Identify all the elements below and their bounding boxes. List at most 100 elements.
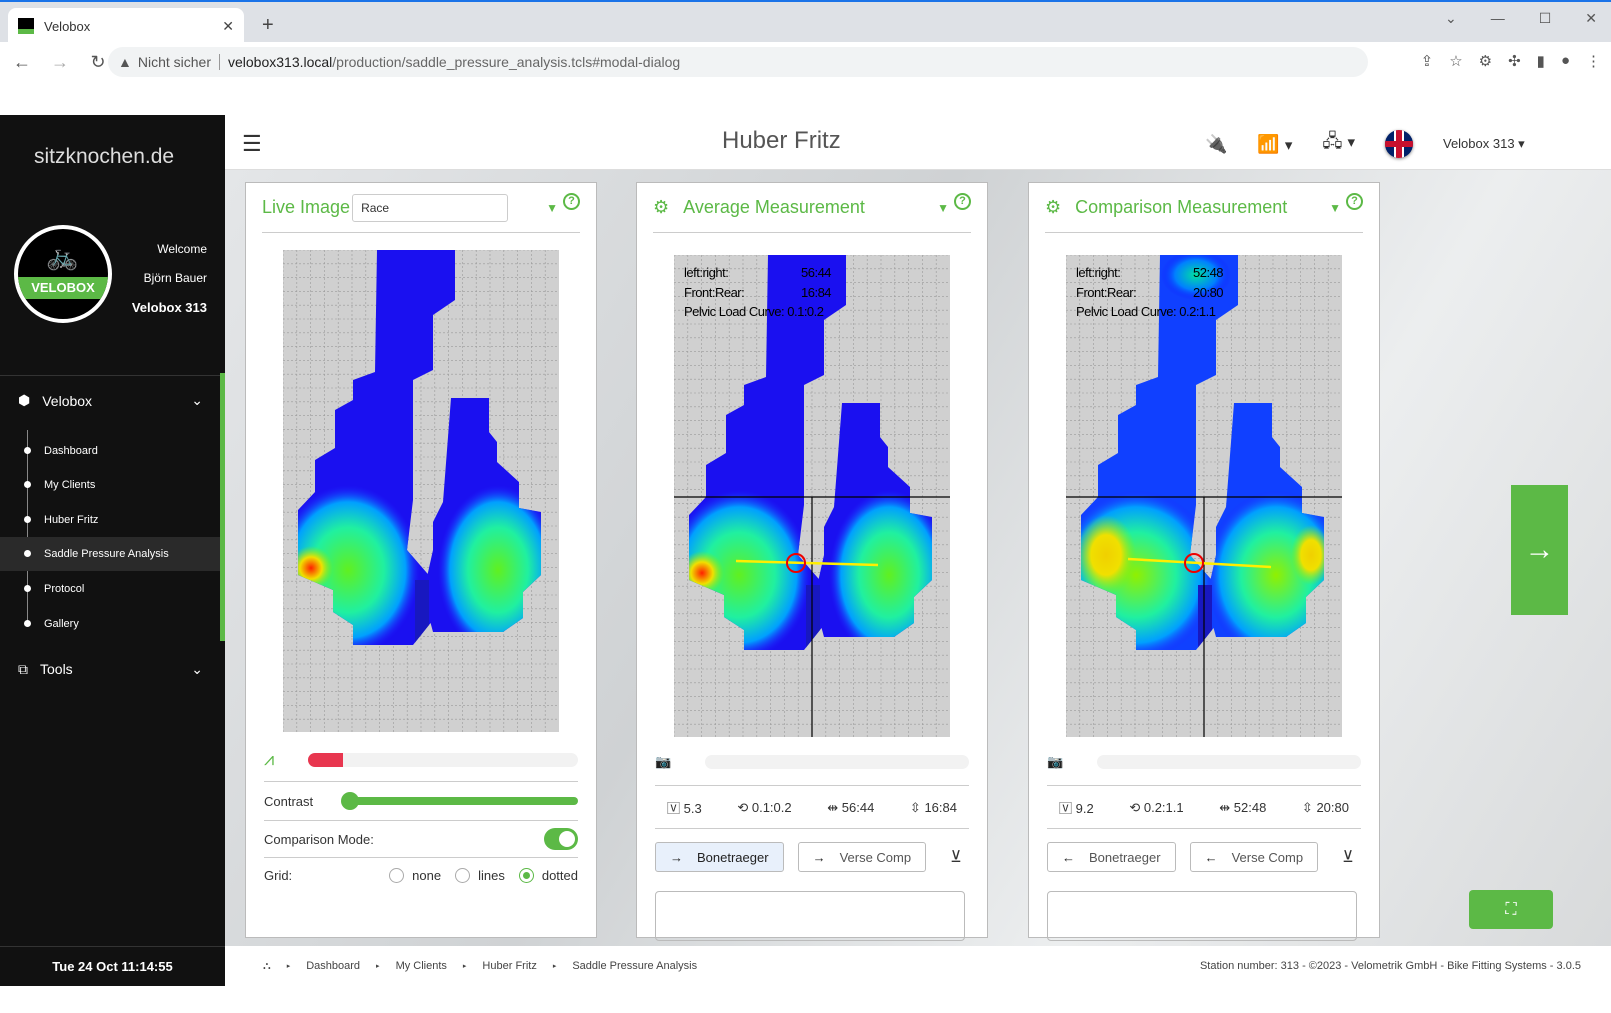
live-image-panel: Live Image Race ▼? ⩘ Contrast Comparison M…	[245, 182, 597, 938]
gear-icon[interactable]: ⚙	[1045, 197, 1062, 217]
item-label: Protocol	[44, 583, 85, 595]
browser-tab[interactable]: Velobox ✕	[8, 8, 244, 44]
uk-flag-icon[interactable]	[1384, 130, 1413, 158]
panel-title: Comparison Measurement	[1075, 197, 1288, 217]
stat-v: 🅅 9.2	[1059, 798, 1094, 817]
profile-icon[interactable]: ●	[1560, 52, 1570, 69]
sidebar-item-protocol[interactable]: Protocol	[0, 572, 220, 606]
comparison-mode-toggle[interactable]	[544, 828, 578, 850]
clear-filter-icon[interactable]: ⊻	[950, 849, 962, 866]
forward-icon[interactable]: →	[51, 51, 69, 72]
button-label: Bonetraeger	[1089, 849, 1161, 865]
profile-select[interactable]: Race	[352, 193, 509, 222]
grid-label: Grid:	[264, 867, 293, 883]
network-icon[interactable]: 🖧 ▾	[1322, 131, 1355, 151]
average-measurement-panel: ⚙ Average Measurement ▼? left:right: 56:44 …	[636, 182, 988, 941]
sidebar-item-saddle-pressure[interactable]: Saddle Pressure Analysis	[0, 537, 220, 571]
welcome-label: Welcome	[157, 242, 207, 256]
lr-value: 56:44	[801, 265, 832, 280]
caret-down-icon[interactable]: ▼	[1329, 200, 1341, 215]
cube-icon: ⬢	[18, 392, 31, 408]
front-rear-icon: ⇳	[909, 799, 921, 815]
logo-text: VELOBOX	[18, 277, 108, 299]
verse-comp-button[interactable]: ← Verse Comp	[1189, 842, 1319, 872]
caret-down-icon[interactable]: ▼	[546, 200, 558, 215]
notes-field[interactable]	[1047, 891, 1357, 941]
grid-dotted-radio[interactable]	[518, 867, 534, 883]
minimize-icon[interactable]: —	[1490, 10, 1505, 26]
chevron-down-icon[interactable]: ⌄	[1444, 10, 1457, 26]
stat-fr: ⇳ 20:80	[1302, 800, 1349, 816]
pressure-map	[282, 249, 559, 732]
reload-icon[interactable]: ↻	[90, 51, 106, 72]
chart-icon[interactable]: ⩘	[264, 749, 275, 769]
sidebar-group-tools[interactable]: ⧉ Tools ⌄	[0, 644, 225, 694]
grid-none-radio[interactable]	[389, 867, 405, 883]
hamburger-icon[interactable]: ☰	[242, 131, 262, 156]
verse-comp-button[interactable]: → Verse Comp	[797, 842, 927, 872]
wifi-icon[interactable]: 📶 ▾	[1257, 133, 1293, 154]
gear-icon[interactable]: ⚙	[653, 197, 670, 217]
lr-label: left:right:	[1076, 265, 1121, 280]
sidebar-item-my-clients[interactable]: My Clients	[0, 468, 220, 502]
crumb-my-clients[interactable]: My Clients	[395, 960, 447, 972]
back-icon[interactable]: ←	[13, 51, 31, 72]
browser-tab-strip: Velobox ✕ + ⌄ — ☐ ✕	[0, 0, 1611, 44]
next-arrow-button[interactable]: →	[1511, 485, 1568, 615]
sidebar-item-dashboard[interactable]: Dashboard	[0, 434, 220, 468]
active-indicator	[220, 373, 225, 641]
stat-value: 5.3	[683, 801, 702, 816]
arrow-icon: ←	[1204, 849, 1218, 865]
bonetraeger-button[interactable]: ← Bonetraeger	[1047, 842, 1176, 872]
close-window-icon[interactable]: ✕	[1585, 10, 1597, 26]
fr-value: 20:80	[1193, 284, 1224, 300]
plug-icon[interactable]: 🔌	[1205, 133, 1228, 154]
help-icon[interactable]: ?	[954, 193, 971, 210]
grid-lines-radio[interactable]	[455, 867, 471, 883]
device-menu[interactable]: Velobox 313 ▾	[1442, 136, 1525, 151]
bike-icon: 🚲	[46, 241, 79, 271]
stat-lr: ⇹ 56:44	[827, 800, 874, 816]
item-label: Saddle Pressure Analysis	[44, 548, 169, 560]
address-bar[interactable]: ▲ Nicht sicher velobox313.local/production…	[108, 47, 1368, 77]
close-tab-icon[interactable]: ✕	[222, 17, 234, 34]
contrast-slider[interactable]	[341, 792, 578, 810]
group-label: Velobox	[42, 392, 93, 409]
sidepanel-icon[interactable]: ▮	[1536, 53, 1545, 70]
clear-filter-icon[interactable]: ⊻	[1342, 849, 1354, 866]
crumb-client[interactable]: Huber Fritz	[482, 960, 537, 972]
caret-down-icon[interactable]: ▼	[937, 200, 949, 215]
plc-value: 0.1:0.2	[787, 304, 824, 319]
bonetraeger-button[interactable]: → Bonetraeger	[655, 842, 784, 872]
toolbox-icon: ⧉	[18, 660, 28, 677]
help-icon[interactable]: ?	[1346, 193, 1363, 210]
arrow-icon: →	[670, 849, 683, 865]
share-icon[interactable]: ⇪	[1420, 53, 1434, 70]
menu-dots-icon[interactable]: ⋮	[1586, 53, 1601, 70]
new-tab-button[interactable]: +	[262, 14, 274, 36]
sidebar-group-velobox[interactable]: ⬢ Velobox ⌄	[0, 375, 225, 425]
extension-icon[interactable]: ⚙	[1478, 53, 1493, 70]
lr-label: left:right:	[684, 265, 729, 280]
notes-field[interactable]	[655, 891, 965, 941]
star-icon[interactable]: ☆	[1449, 53, 1463, 70]
maximize-icon[interactable]: ☐	[1538, 10, 1552, 26]
sidebar-item-gallery[interactable]: Gallery	[0, 607, 220, 641]
puzzle-icon[interactable]: ✣	[1508, 53, 1521, 70]
slider-knob[interactable]	[341, 792, 360, 810]
plc-label: Pelvic Load Curve:	[684, 304, 785, 319]
live-heatmap	[282, 249, 559, 737]
camera-icon[interactable]: 📷	[1047, 754, 1064, 769]
velobox-logo: 🚲 VELOBOX	[14, 225, 112, 323]
help-icon[interactable]: ?	[563, 193, 580, 210]
item-label: Huber Fritz	[44, 514, 99, 526]
crumb-dashboard[interactable]: Dashboard	[306, 960, 361, 972]
camera-icon[interactable]: 📷	[655, 754, 672, 769]
fullscreen-button[interactable]: ⛶	[1469, 890, 1553, 929]
sidebar-item-huber-fritz[interactable]: Huber Fritz	[0, 503, 220, 537]
radio-label: none	[412, 867, 442, 883]
item-label: Dashboard	[44, 445, 98, 457]
sitemap-icon[interactable]: ⛬	[263, 959, 271, 972]
clock: Tue 24 Oct 11:14:55	[0, 946, 225, 986]
station-name: Velobox 313	[131, 300, 207, 315]
